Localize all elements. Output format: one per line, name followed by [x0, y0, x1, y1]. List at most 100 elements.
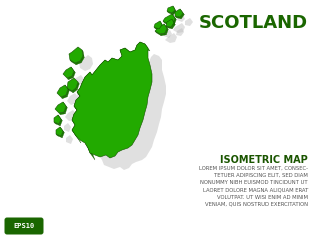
- Polygon shape: [76, 96, 85, 107]
- Polygon shape: [140, 42, 150, 51]
- Polygon shape: [173, 6, 176, 12]
- Polygon shape: [66, 135, 73, 144]
- Polygon shape: [173, 18, 176, 25]
- Polygon shape: [55, 102, 66, 113]
- Polygon shape: [72, 42, 152, 158]
- Polygon shape: [159, 25, 163, 31]
- Polygon shape: [58, 115, 62, 121]
- Polygon shape: [76, 82, 79, 90]
- Polygon shape: [166, 19, 174, 27]
- Polygon shape: [66, 89, 69, 97]
- Polygon shape: [72, 88, 77, 93]
- Polygon shape: [175, 16, 181, 19]
- Text: SCOTLAND: SCOTLAND: [199, 14, 308, 32]
- Polygon shape: [165, 33, 177, 43]
- Polygon shape: [72, 114, 79, 127]
- Polygon shape: [160, 33, 166, 36]
- Polygon shape: [56, 134, 62, 138]
- Polygon shape: [72, 71, 75, 78]
- Polygon shape: [160, 21, 163, 27]
- Polygon shape: [155, 31, 161, 36]
- Polygon shape: [54, 122, 60, 126]
- Polygon shape: [67, 88, 73, 93]
- Polygon shape: [154, 21, 162, 29]
- Polygon shape: [85, 72, 95, 84]
- Polygon shape: [72, 120, 80, 132]
- Polygon shape: [165, 28, 168, 35]
- Polygon shape: [65, 110, 76, 121]
- Polygon shape: [63, 102, 67, 108]
- Polygon shape: [120, 50, 127, 63]
- Polygon shape: [92, 70, 101, 82]
- Polygon shape: [185, 18, 193, 26]
- Polygon shape: [155, 24, 167, 34]
- Polygon shape: [96, 65, 105, 77]
- Polygon shape: [61, 95, 67, 99]
- Polygon shape: [118, 56, 127, 67]
- Polygon shape: [74, 100, 81, 113]
- Polygon shape: [80, 56, 84, 63]
- Polygon shape: [164, 30, 172, 38]
- Polygon shape: [73, 75, 84, 86]
- Text: EPS10: EPS10: [13, 223, 35, 229]
- Polygon shape: [63, 67, 74, 78]
- Polygon shape: [130, 50, 140, 59]
- Polygon shape: [163, 14, 175, 24]
- Polygon shape: [79, 55, 93, 71]
- Polygon shape: [80, 83, 87, 95]
- Polygon shape: [176, 28, 184, 36]
- Polygon shape: [67, 93, 78, 105]
- Polygon shape: [71, 67, 75, 73]
- Polygon shape: [88, 148, 95, 160]
- Polygon shape: [57, 85, 68, 97]
- Polygon shape: [108, 58, 117, 69]
- Polygon shape: [82, 77, 90, 90]
- Polygon shape: [61, 131, 64, 138]
- Polygon shape: [172, 10, 176, 15]
- Polygon shape: [137, 42, 145, 52]
- Polygon shape: [70, 60, 76, 65]
- Polygon shape: [72, 130, 81, 143]
- Polygon shape: [67, 76, 73, 80]
- Polygon shape: [180, 13, 184, 19]
- Polygon shape: [112, 58, 123, 67]
- Polygon shape: [172, 14, 176, 20]
- Polygon shape: [168, 23, 174, 26]
- Polygon shape: [69, 47, 83, 63]
- Polygon shape: [120, 48, 130, 57]
- Polygon shape: [180, 9, 184, 15]
- Polygon shape: [56, 127, 63, 136]
- Polygon shape: [125, 48, 135, 59]
- Polygon shape: [100, 60, 110, 72]
- Polygon shape: [77, 86, 88, 99]
- Polygon shape: [59, 112, 65, 115]
- Polygon shape: [163, 21, 169, 26]
- Polygon shape: [167, 6, 175, 13]
- Polygon shape: [82, 50, 84, 58]
- Text: ISOMETRIC MAP: ISOMETRIC MAP: [220, 155, 308, 165]
- Polygon shape: [64, 123, 71, 132]
- Polygon shape: [85, 143, 93, 155]
- Polygon shape: [54, 115, 61, 124]
- Polygon shape: [154, 27, 160, 31]
- Polygon shape: [171, 23, 175, 29]
- Polygon shape: [175, 9, 183, 17]
- Polygon shape: [74, 106, 82, 117]
- Polygon shape: [173, 23, 185, 33]
- Polygon shape: [166, 26, 172, 29]
- Polygon shape: [164, 24, 168, 30]
- Polygon shape: [77, 88, 85, 99]
- Text: LOREM IPSUM DOLOR SIT AMET, CONSEC-
TETUER ADIPISCING ELIT, SED DIAM
NONUMMY NIB: LOREM IPSUM DOLOR SIT AMET, CONSEC- TETU…: [199, 166, 308, 207]
- Polygon shape: [64, 106, 67, 114]
- Polygon shape: [167, 11, 173, 15]
- Polygon shape: [65, 85, 69, 91]
- FancyBboxPatch shape: [4, 217, 44, 234]
- Polygon shape: [75, 61, 81, 65]
- Polygon shape: [72, 125, 80, 137]
- Polygon shape: [67, 78, 78, 91]
- Polygon shape: [59, 119, 62, 126]
- Polygon shape: [135, 45, 142, 57]
- Polygon shape: [177, 15, 185, 22]
- Polygon shape: [77, 92, 85, 103]
- Polygon shape: [86, 54, 166, 170]
